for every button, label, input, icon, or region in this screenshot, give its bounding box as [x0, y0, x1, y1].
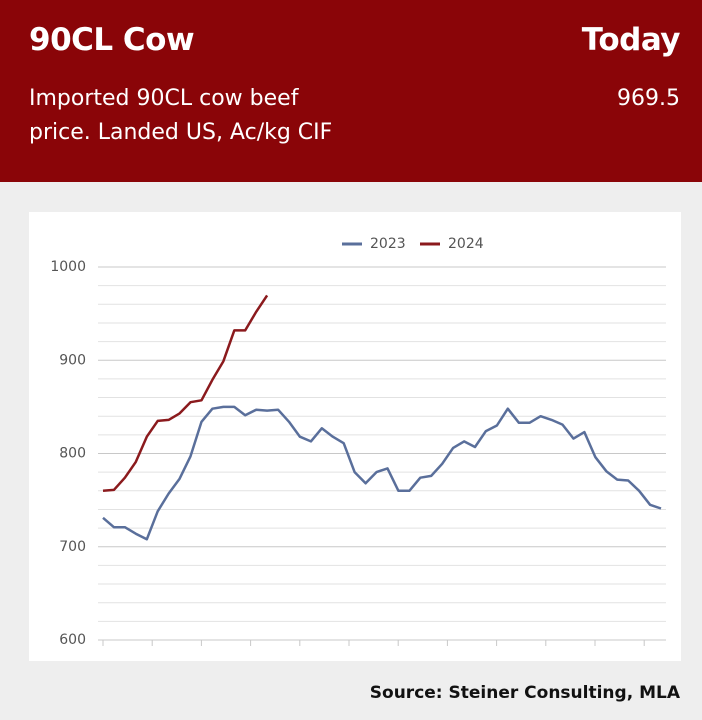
legend-label: 2023 — [370, 236, 406, 252]
y-tick-label: 900 — [59, 352, 86, 368]
subtitle-line: Imported 90CL cow beef — [29, 86, 299, 111]
subtitle-line: price. Landed US, Ac/kg CIF — [29, 120, 333, 145]
y-tick-label: 1000 — [50, 259, 86, 275]
title: 90CL Cow — [29, 22, 195, 58]
today-label: Today — [581, 22, 681, 58]
series-line — [102, 294, 269, 493]
y-tick-label: 600 — [59, 632, 86, 648]
header: 90CL Cow Today Imported 90CL cow beef pr… — [0, 0, 702, 182]
y-tick-label: 700 — [59, 539, 86, 555]
series-line — [102, 405, 662, 541]
today-value: 969.5 — [617, 86, 680, 111]
y-tick-label: 800 — [59, 446, 86, 462]
legend-label: 2024 — [448, 236, 484, 252]
subtitle: Imported 90CL cow beef price. Landed US,… — [29, 82, 332, 150]
source: Source: Steiner Consulting, MLA — [369, 683, 680, 703]
